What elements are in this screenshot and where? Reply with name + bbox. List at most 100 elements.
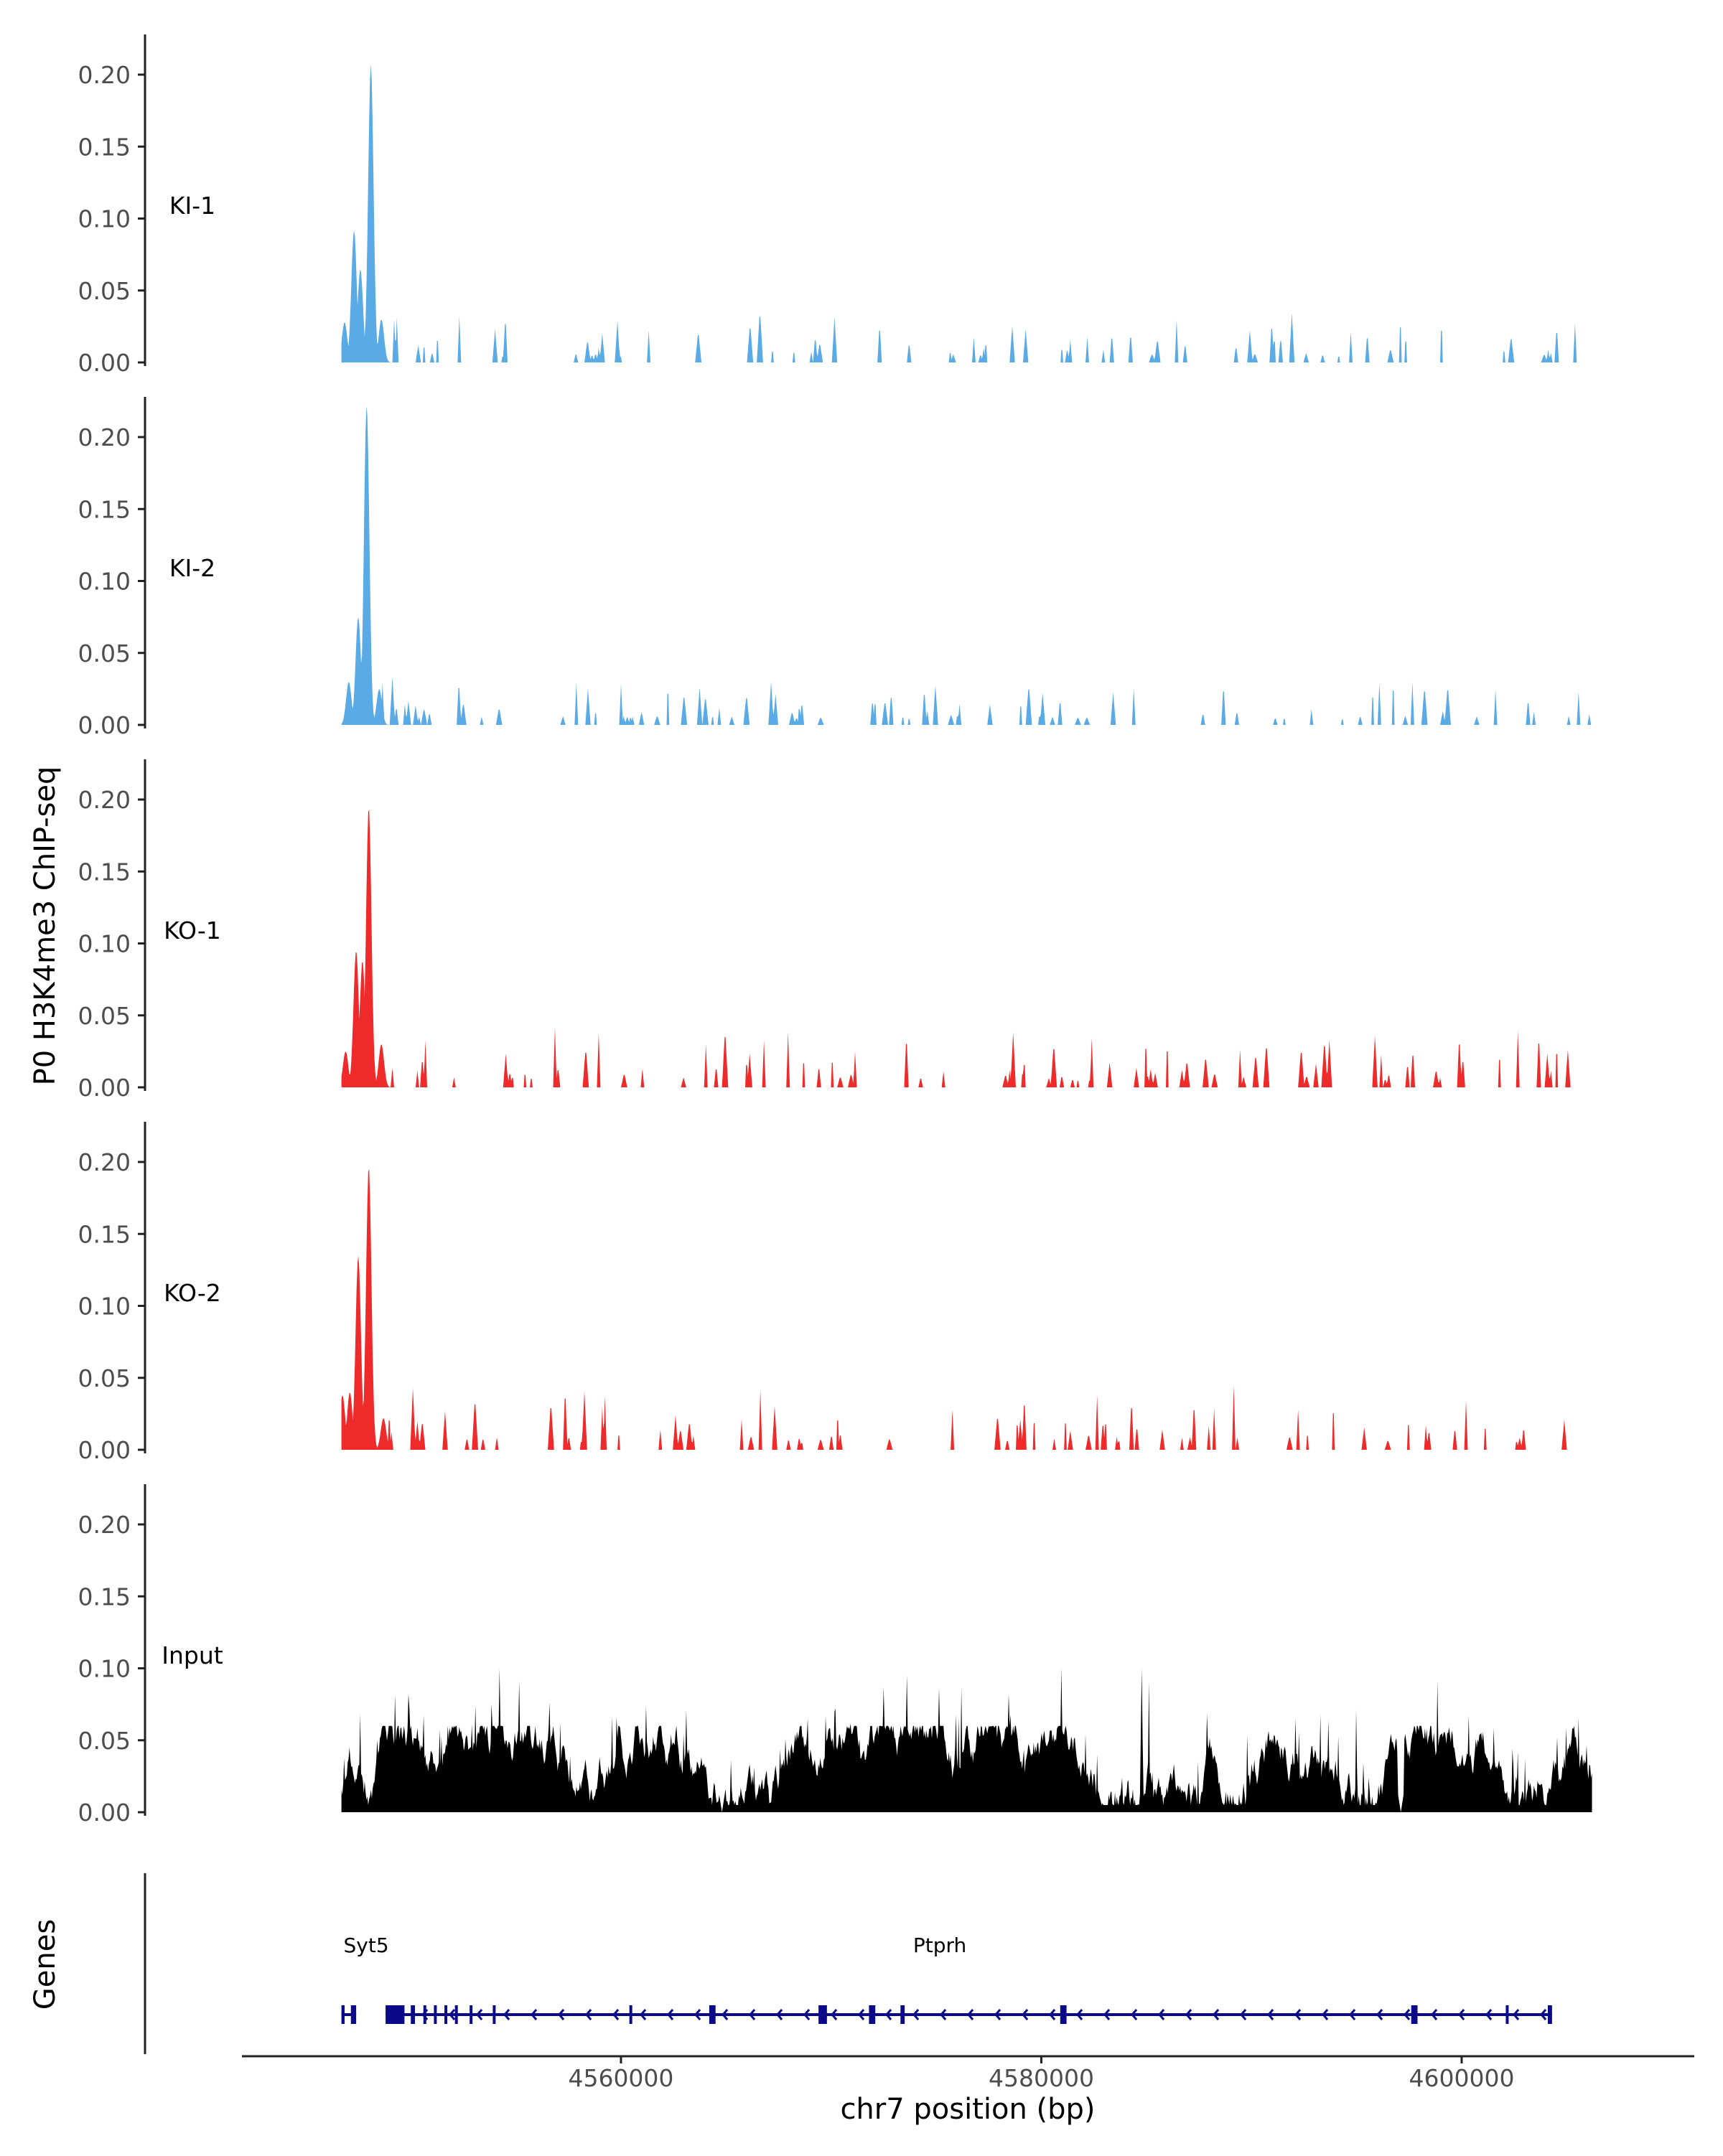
strand-chevron [476,2009,483,2020]
strand-chevron [858,2009,865,2020]
strand-chevron [1322,2009,1329,2020]
gene-syt5: Syt5 [341,1934,389,2024]
gene-exon [1411,2005,1418,2024]
y-tick-label: 0.20 [78,61,131,89]
signal-area [341,406,1592,725]
x-tick-label: 4580000 [989,2064,1094,2092]
gene-exon [492,2005,496,2024]
y-tick-label: 0.05 [78,639,131,667]
gene-exon [709,2005,716,2024]
y-tick-label: 0.10 [78,1293,131,1321]
y-tick-label: 0.20 [78,423,131,451]
y-tick-label: 0.15 [78,1583,131,1611]
y-tick-label: 0.10 [78,205,131,233]
strand-chevron [1458,2009,1465,2020]
gene-exon [470,2005,473,2024]
gene-exon [1548,2005,1552,2024]
track-label: KI-2 [169,554,215,582]
track-label: KI-1 [169,192,215,220]
track-input: 0.00 0.05 0.10 0.15 0.20 Input [78,1484,1592,1827]
track-ko-1: 0.00 0.05 0.10 0.15 0.20 KO-1 [78,759,1592,1102]
track-label: KO-1 [164,917,221,945]
y-tick-label: 0.10 [78,568,131,596]
y-tick-label: 0.15 [78,495,131,523]
strand-chevron [1431,2009,1438,2020]
strand-chevron [912,2009,920,2020]
gene-exon [900,2005,905,2024]
y-tick-label: 0.10 [78,1655,131,1683]
gene-exon [423,2005,426,2024]
track-ko-2: 0.00 0.05 0.10 0.15 0.20 KO-2 [78,1122,1592,1464]
y-tick-label: 0.10 [78,930,131,958]
strand-chevron [885,2009,892,2020]
y-tick-label: 0.00 [78,349,131,377]
y-tick-label: 0.20 [78,786,131,814]
y-tick-label: 0.20 [78,1511,131,1539]
gene-ptprh: Ptprh [386,1934,1552,2024]
y-axis-label: P0 H3K4me3 ChIP-seq [29,767,62,1086]
strand-chevron [1049,2009,1056,2020]
strand-chevron [558,2009,565,2020]
strand-chevron [1513,2009,1520,2020]
strand-chevron [640,2009,647,2020]
y-tick-label: 0.05 [78,1002,131,1030]
strand-chevron [612,2009,620,2020]
strand-chevron [1267,2009,1274,2020]
strand-chevron [1540,2009,1547,2020]
strand-chevron [1158,2009,1165,2020]
track-panels: 0.00 0.05 0.10 0.15 0.20 KI-1 0.00 0.05 0.10 0.15… [78,34,1592,1827]
gene-name: Syt5 [344,1934,389,1957]
gene-exon [1060,2005,1067,2024]
y-tick-label: 0.00 [78,1436,131,1464]
track-ki-1: 0.00 0.05 0.10 0.15 0.20 KI-1 [78,34,1592,377]
gene-exon [341,2005,345,2024]
signal-area [341,809,1592,1087]
strand-chevron [940,2009,947,2020]
strand-chevron [1294,2009,1302,2020]
strand-chevron [1103,2009,1111,2020]
track-label: KO-2 [164,1279,221,1307]
strand-chevron [994,2009,1001,2020]
strand-chevron [1213,2009,1220,2020]
y-tick-label: 0.00 [78,711,131,739]
gene-exon [818,2005,827,2024]
strand-chevron [831,2009,838,2020]
strand-chevron [1404,2009,1411,2020]
gene-exon [350,2005,357,2024]
strand-chevron [531,2009,538,2020]
strand-chevron [585,2009,592,2020]
x-tick-label: 4560000 [568,2064,673,2092]
y-tick-label: 0.05 [78,1364,131,1392]
gene-name: Ptprh [913,1934,966,1957]
gene-exon [454,2005,458,2024]
strand-chevron [667,2009,674,2020]
y-tick-label: 0.15 [78,133,131,161]
strand-chevron [694,2009,701,2020]
strand-chevron [1349,2009,1356,2020]
gene-exon [1505,2005,1509,2024]
strand-chevron [803,2009,811,2020]
gene-exon [869,2005,876,2024]
y-tick-label: 0.15 [78,1220,131,1248]
y-tick-label: 0.20 [78,1148,131,1176]
signal-area [341,1168,1592,1450]
gene-exon [629,2005,632,2024]
strand-chevron [1485,2009,1493,2020]
gene-exon [411,2005,416,2024]
genes-label: Genes [29,1919,62,2010]
y-tick-label: 0.05 [78,1727,131,1755]
strand-chevron [1240,2009,1247,2020]
strand-chevron [1131,2009,1138,2020]
gene-exon [386,2005,405,2024]
gene-exon [444,2005,448,2024]
y-tick-label: 0.05 [78,277,131,305]
y-tick-label: 0.00 [78,1074,131,1102]
strand-chevron [722,2009,729,2020]
y-tick-label: 0.00 [78,1799,131,1827]
x-axis-label: chr7 position (bp) [840,2093,1095,2126]
signal-area [341,1668,1592,1812]
genes-panel: Genes Syt5 Ptprh [29,1873,1552,2054]
x-axis: 4560000 4580000 4600000 [242,2055,1694,2092]
strand-chevron [1076,2009,1083,2020]
